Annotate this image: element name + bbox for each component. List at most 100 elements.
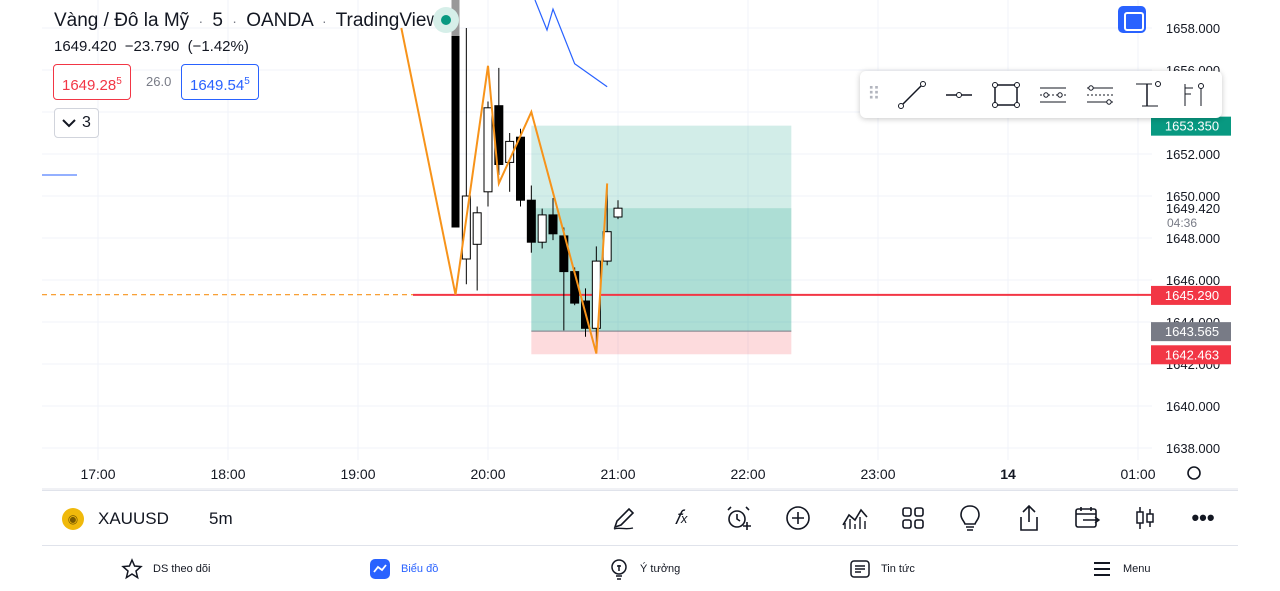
trend-line-icon[interactable] [888,71,935,118]
brush-icon[interactable] [609,503,639,533]
gear-icon[interactable] [1187,466,1201,480]
exchange-label: OANDA [246,10,313,31]
nav-news-label: Tin tức [881,563,915,575]
candle-body [537,214,547,243]
more-icon[interactable]: ••• [1191,505,1215,530]
nav-news[interactable]: Tin tức [849,558,915,580]
nav-ideas-label: Ý tưởng [640,563,681,575]
star-icon [121,558,143,580]
candle-body [483,107,493,193]
regression-channel-icon[interactable] [1076,71,1123,118]
x-axis-tick-label: 01:00 [1120,466,1155,482]
candle-body [461,195,471,260]
x-axis-tick-label: 20:00 [470,466,505,482]
sell-price: 1649.28 [62,77,117,94]
fullscreen-icon[interactable] [1118,6,1146,33]
symbol-description: Vàng / Đô la Mỹ [54,10,190,31]
sell-price-pip: 5 [116,76,122,87]
bar-countdown: 04:36 [1167,216,1197,230]
nav-chart[interactable]: Biểu đồ [369,558,438,580]
add-icon[interactable] [783,503,813,533]
bottom-navigation: DS theo dõi Biểu đồ Ý tưởng Tin tức Menu [0,548,1280,591]
y-axis-tick-label: 1640.000 [1166,399,1220,414]
countdown-bg [1154,216,1232,231]
candle-body [613,207,623,218]
drag-handle-icon[interactable]: ⠿ [867,84,881,104]
horizontal-line-icon[interactable] [935,71,982,118]
nav-watchlist[interactable]: DS theo dõi [121,558,210,580]
price-range-icon[interactable] [1123,71,1170,118]
chart-legend: Vàng / Đô la Mỹ · 5 · OANDA · TradingVie… [54,10,440,55]
x-axis-tick-label: 14 [1000,466,1016,482]
current-price-label: 1649.420 [1166,201,1220,216]
interval-label: 5 [212,10,223,31]
x-axis-tick-label: 21:00 [600,466,635,482]
buy-price: 1649.54 [190,77,245,94]
alert-icon[interactable] [724,503,754,533]
share-icon[interactable] [1014,503,1044,533]
nav-menu[interactable]: Menu [1091,558,1151,580]
y-axis-tick-label: 1646.000 [1166,273,1220,288]
compare-icon[interactable] [1072,503,1102,533]
candle-body [516,136,525,201]
spread-value: 26.0 [146,74,172,89]
y-axis-tick-label: 1648.000 [1166,231,1220,246]
ideas-bulb-icon[interactable] [955,503,985,533]
legend-change: −23.790 [124,38,180,55]
indicators-count: 3 [82,114,91,131]
legend-change-pct: (−1.42%) [187,38,249,55]
price-label-bg [1151,322,1231,342]
nav-menu-label: Menu [1123,563,1151,575]
chart-icon [369,558,391,580]
y-axis-tick-label: 1650.000 [1166,189,1220,204]
x-axis-tick-label: 19:00 [340,466,375,482]
y-axis-tick-label: 1658.000 [1166,21,1220,36]
y-axis-tick-label: 1638.000 [1166,441,1220,456]
candle-body [548,214,558,235]
x-axis-tick-label: 23:00 [860,466,895,482]
menu-icon [1091,558,1113,580]
idea-icon [608,558,630,580]
parallel-channel-icon[interactable] [1029,71,1076,118]
x-axis-tick-label: 17:00 [80,466,115,482]
price-label: 1645.290 [1165,288,1219,303]
chart-type-icon[interactable] [840,503,870,533]
x-axis-tick-label: 18:00 [210,466,245,482]
position-stop-zone [531,331,792,355]
buy-button[interactable]: 1649.545 [181,64,259,100]
sell-button[interactable]: 1649.285 [53,64,131,100]
interval-button[interactable]: 5m [209,509,233,528]
price-label: 1653.350 [1165,119,1219,134]
rectangle-icon[interactable] [982,71,1029,118]
legend-price-row: 1649.420 −23.790 (−1.42%) [54,38,440,55]
legend-title[interactable]: Vàng / Đô la Mỹ · 5 · OANDA · TradingVie… [54,10,441,31]
nav-chart-label: Biểu đồ [401,563,439,575]
price-chart[interactable]: 1658.0001656.0001654.0001652.0001650.000… [0,0,1280,490]
chevron-down-icon [62,119,76,128]
legend-last-price: 1649.420 [54,38,117,55]
zigzag-line [400,27,609,354]
candles-icon[interactable] [1130,503,1160,533]
indicators-collapse-button[interactable]: 3 [54,108,99,138]
moving-average-line [534,0,608,88]
candle-body [451,0,460,228]
drawing-toolbar: ⠿ [860,71,1222,118]
buy-price-pip: 5 [244,76,250,87]
templates-icon[interactable] [898,503,928,533]
y-axis-tick-label: 1652.000 [1166,147,1220,162]
x-axis-tick-label: 22:00 [730,466,765,482]
price-label-bg [1151,116,1231,136]
pitchfork-icon[interactable] [1170,71,1217,118]
source-label: TradingView [335,10,441,31]
market-open-indicator-icon[interactable] [433,7,459,33]
symbol-search-button[interactable]: XAUUSD [98,509,169,528]
position-profit-fill [531,208,792,332]
price-label-bg [1151,345,1231,365]
price-label-bg [1151,285,1231,305]
gold-coin-icon: ◉ [62,508,84,530]
nav-ideas[interactable]: Ý tưởng [608,558,680,580]
price-label: 1642.463 [1165,347,1219,362]
candle-body [472,212,482,245]
